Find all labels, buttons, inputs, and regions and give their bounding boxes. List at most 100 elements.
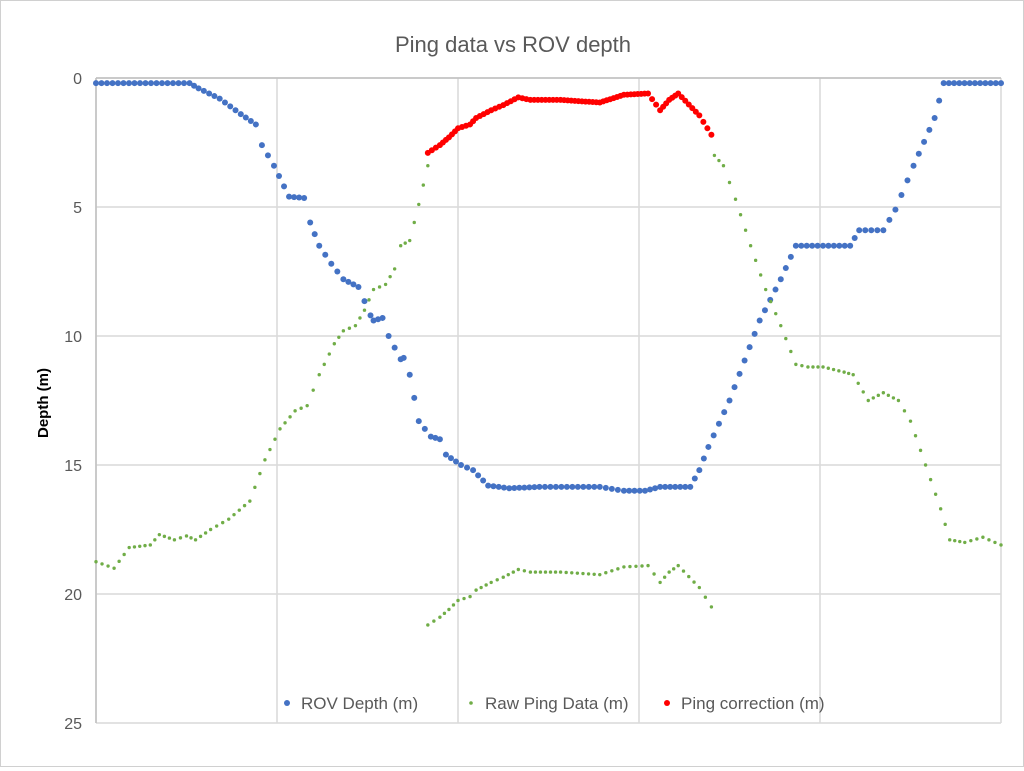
rov-depth-point [809, 242, 816, 249]
rov-depth-point [526, 484, 533, 491]
raw-ping-point [189, 536, 193, 540]
rov-depth-point [987, 80, 994, 87]
rov-depth-point [951, 80, 958, 87]
raw-ping-point [143, 543, 147, 548]
rov-depth-point [936, 97, 943, 104]
rov-depth-point [596, 483, 603, 490]
rov-depth-point [276, 173, 283, 180]
rov-depth-point [892, 206, 899, 213]
rov-depth-point [436, 436, 443, 443]
raw-ping-point [332, 342, 337, 346]
rov-depth-point [803, 242, 810, 249]
raw-ping-point [981, 535, 985, 539]
rov-depth-point [705, 443, 712, 450]
rov-depth-point [427, 433, 434, 440]
rov-depth-point [237, 111, 244, 118]
rov-depth-point [977, 80, 984, 87]
rov-depth-point [281, 183, 288, 190]
rov-depth-point [746, 344, 753, 351]
rov-depth-point [856, 227, 863, 234]
y-axis-ticks: 0 5 10 15 20 25 [64, 71, 82, 733]
raw-ping-point [511, 570, 516, 574]
rov-depth-point [432, 434, 439, 441]
raw-ping-point [604, 571, 608, 575]
rov-depth-point [741, 357, 748, 364]
raw-ping-point [516, 567, 521, 572]
rov-depth-point [602, 484, 609, 491]
rov-depth-point [580, 483, 587, 490]
raw-ping-point [432, 619, 436, 623]
rov-depth-point [98, 80, 105, 87]
raw-ping-point [288, 415, 292, 419]
raw-ping-point [733, 197, 738, 201]
rov-depth-point [992, 80, 999, 87]
rov-depth-point [159, 80, 166, 87]
rov-depth-point [956, 80, 963, 87]
rov-depth-point [862, 227, 869, 234]
rov-depth-point [521, 484, 528, 491]
raw-ping-point [891, 396, 896, 400]
rov-depth-point [982, 80, 989, 87]
ping-correction-point [708, 131, 715, 138]
rov-depth-point [340, 276, 347, 283]
raw-ping-point [709, 605, 714, 609]
rov-depth-point [721, 409, 728, 416]
rov-depth-point [756, 317, 763, 324]
raw-ping-point [138, 544, 142, 548]
rov-depth-point [691, 475, 698, 482]
rov-depth-point [516, 484, 523, 491]
raw-ping-point [208, 527, 213, 532]
raw-ping-point [100, 562, 104, 566]
rov-depth-point [415, 418, 422, 425]
chart-title: Ping data vs ROV depth [395, 32, 631, 57]
ping-correction-point [700, 118, 707, 125]
raw-ping-point [362, 308, 367, 312]
raw-ping-point [774, 311, 778, 316]
raw-ping-point [753, 258, 758, 263]
rov-depth-point [206, 90, 213, 97]
raw-ping-point [987, 538, 991, 542]
raw-ping-point [948, 538, 952, 542]
raw-ping-point [769, 299, 773, 304]
raw-ping-point [553, 570, 558, 574]
raw-ping-point [501, 575, 505, 579]
rov-depth-point [677, 483, 684, 490]
raw-ping-point [132, 545, 137, 549]
rov-depth-point [874, 227, 881, 234]
raw-ping-point [846, 371, 851, 376]
rov-depth-point [547, 483, 554, 490]
raw-ping-point [881, 391, 886, 395]
rov-depth-point [636, 487, 643, 494]
raw-ping-point [273, 437, 277, 441]
rov-depth-point [316, 242, 323, 249]
raw-ping-point [697, 585, 702, 590]
rov-depth-point [851, 234, 858, 241]
rov-depth-point [672, 483, 679, 490]
rov-depth-point [662, 483, 669, 490]
data-points [93, 80, 1004, 627]
rov-depth-point [170, 80, 177, 87]
raw-ping-point [398, 244, 403, 248]
rov-depth-point [367, 312, 374, 319]
raw-ping-point [692, 580, 696, 584]
raw-ping-point [842, 370, 846, 374]
rov-depth-point [181, 80, 188, 87]
raw-ping-point [999, 543, 1003, 547]
rov-depth-point [787, 253, 794, 260]
rov-depth-point [652, 485, 659, 492]
rov-depth-point [620, 487, 627, 494]
raw-ping-point [157, 532, 162, 537]
raw-ping-point [311, 388, 315, 392]
rov-depth-point [726, 397, 733, 404]
rov-depth-point [148, 80, 155, 87]
rov-depth-point [186, 80, 193, 87]
raw-ping-point [148, 543, 152, 547]
rov-depth-point [264, 152, 271, 159]
rov-depth-point [115, 80, 122, 87]
raw-ping-point [662, 575, 667, 579]
rov-depth-point [847, 242, 854, 249]
rov-depth-point [211, 93, 218, 100]
raw-ping-point [438, 615, 442, 619]
raw-ping-point [748, 244, 753, 248]
raw-ping-point [451, 603, 456, 607]
